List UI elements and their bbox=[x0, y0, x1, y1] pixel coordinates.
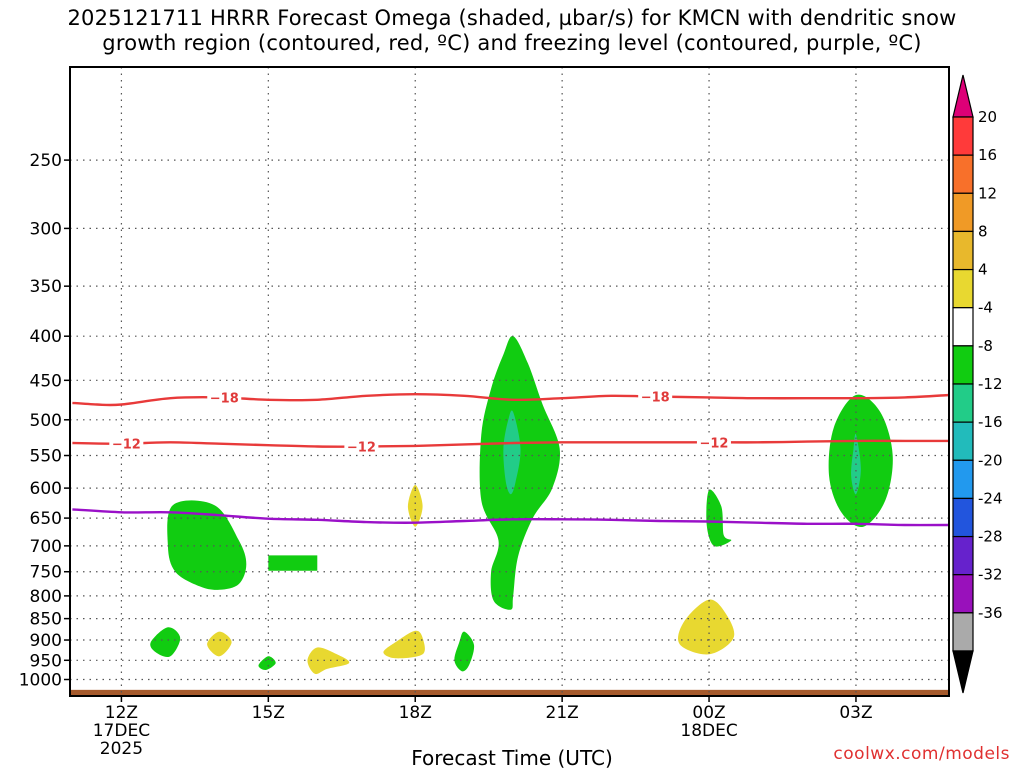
colorbar-label-11: -28 bbox=[978, 528, 1003, 546]
colorbar-swatch-5 bbox=[952, 307, 974, 347]
omega-region-11 bbox=[207, 631, 232, 657]
y-tick-label-500: 500 bbox=[30, 411, 62, 431]
y-tick-label-450: 450 bbox=[30, 371, 62, 391]
y-tick-label-700: 700 bbox=[30, 537, 62, 557]
contour-label-1-2: −12 bbox=[699, 436, 728, 451]
x-tick-label-18-0: 18Z bbox=[399, 703, 432, 723]
y-tick-label-550: 550 bbox=[30, 447, 62, 467]
colorbar-label-3: 8 bbox=[978, 222, 988, 240]
contour-label-1-0: −12 bbox=[112, 438, 141, 453]
colorbar-label-1: 16 bbox=[978, 146, 997, 164]
colorbar-label-7: -12 bbox=[978, 375, 1003, 393]
colorbar-label-13: -36 bbox=[978, 604, 1003, 622]
colorbar-label-0: 20 bbox=[978, 108, 997, 126]
contour-label-0-1: −18 bbox=[641, 391, 670, 406]
omega-region-12 bbox=[307, 647, 350, 675]
colorbar-label-10: -24 bbox=[978, 489, 1003, 507]
colorbar-label-8: -16 bbox=[978, 413, 1003, 431]
y-tick-label-800: 800 bbox=[30, 587, 62, 607]
colorbar-swatch-6 bbox=[952, 345, 974, 385]
omega-region-14 bbox=[678, 599, 735, 655]
contour-label-bg-1-0 bbox=[109, 435, 144, 452]
contour-label-bg-0-1 bbox=[638, 388, 673, 405]
colorbar-swatch-1 bbox=[952, 154, 974, 194]
y-tick-label-650: 650 bbox=[30, 509, 62, 529]
colorbar-swatch-11 bbox=[952, 535, 974, 576]
y-tick-label-600: 600 bbox=[30, 479, 62, 499]
y-tick-label-950: 950 bbox=[30, 651, 62, 671]
isotherm-layer bbox=[72, 392, 950, 527]
x-axis-title: Forecast Time (UTC) bbox=[411, 746, 613, 770]
colorbar-label-2: 12 bbox=[978, 184, 997, 202]
colorbar-label-4: 4 bbox=[978, 261, 988, 279]
colorbar-swatch-9 bbox=[952, 459, 974, 500]
colorbar-swatch-7 bbox=[952, 383, 974, 423]
x-tick-label-12-1: 17DEC bbox=[93, 721, 150, 741]
colorbar-label-9: -20 bbox=[978, 451, 1003, 469]
omega-region-1 bbox=[268, 555, 318, 571]
isotherm-line-0 bbox=[72, 392, 950, 407]
contour-label-layer: −18 −18 −12 −12 −12 bbox=[109, 388, 731, 456]
contour-label-1-1: −12 bbox=[347, 441, 376, 456]
y-tick-label-300: 300 bbox=[30, 219, 62, 239]
x-tick-label-12-0: 12Z bbox=[105, 703, 138, 723]
chart-title: 2025121711 HRRR Forecast Omega (shaded, … bbox=[0, 6, 1024, 56]
y-tick-label-400: 400 bbox=[30, 327, 62, 347]
terrain-layer bbox=[70, 689, 949, 696]
omega-region-7 bbox=[150, 627, 181, 658]
omega-region-0 bbox=[167, 500, 247, 590]
omega-region-10 bbox=[407, 485, 423, 527]
omega-region-8 bbox=[258, 656, 276, 671]
credit-link[interactable]: coolwx.com/models bbox=[833, 744, 1010, 764]
colorbar-label-6: -8 bbox=[978, 337, 993, 355]
y-tick-label-850: 850 bbox=[30, 610, 62, 630]
plot-frame bbox=[69, 66, 950, 697]
colorbar-over-triangle bbox=[952, 74, 974, 118]
contour-label-bg-1-1 bbox=[344, 438, 379, 455]
x-tick-label-15-0: 15Z bbox=[252, 703, 285, 723]
x-tick-label-24-0: 00Z bbox=[692, 703, 725, 723]
colorbar-swatch-8 bbox=[952, 421, 974, 461]
omega-region-5 bbox=[828, 394, 893, 527]
omega-region-4 bbox=[706, 489, 732, 547]
omega-region-3 bbox=[503, 410, 521, 495]
colorbar-swatch-4 bbox=[952, 268, 974, 309]
colorbar-swatch-13 bbox=[952, 612, 974, 652]
y-axis: 2503003504004505005506006507007508008509… bbox=[19, 151, 70, 691]
contour-label-bg-1-2 bbox=[696, 434, 731, 451]
y-tick-label-1000: 1000 bbox=[19, 671, 62, 691]
omega-region-9 bbox=[454, 631, 475, 672]
isotherm-line-1 bbox=[72, 439, 949, 448]
omega-region-13 bbox=[383, 630, 425, 659]
colorbar-swatch-10 bbox=[952, 497, 974, 538]
grid-layer bbox=[70, 67, 949, 696]
chart-title-line2: growth region (contoured, red, ºC) and f… bbox=[102, 31, 922, 55]
terrain-band bbox=[70, 689, 949, 696]
x-tick-label-24-1: 18DEC bbox=[680, 721, 737, 741]
isotherm-line-2 bbox=[72, 508, 950, 527]
x-tick-label-21-0: 21Z bbox=[546, 703, 579, 723]
contour-label-0-0: −18 bbox=[210, 392, 239, 407]
colorbar-label-5: -4 bbox=[978, 299, 993, 317]
colorbar-swatch-0 bbox=[952, 116, 974, 156]
colorbar: 20 16 12 8 4 -4 -8 -12 -16 -20 -24 -28 -32 -36 bbox=[952, 74, 1003, 694]
y-tick-label-900: 900 bbox=[30, 631, 62, 651]
colorbar-swatch-12 bbox=[952, 574, 974, 614]
y-tick-label-750: 750 bbox=[30, 563, 62, 583]
omega-shading-layer bbox=[150, 336, 893, 675]
chart-title-line1: 2025121711 HRRR Forecast Omega (shaded, … bbox=[67, 6, 957, 30]
colorbar-label-12: -32 bbox=[978, 566, 1003, 584]
contour-label-bg-0-0 bbox=[207, 389, 242, 406]
x-tick-label-27-0: 03Z bbox=[839, 703, 872, 723]
x-tick-label-12-2: 2025 bbox=[100, 739, 143, 759]
colorbar-under-triangle bbox=[952, 650, 974, 694]
colorbar-swatch-3 bbox=[952, 230, 974, 271]
omega-region-2 bbox=[479, 336, 561, 610]
y-tick-label-350: 350 bbox=[30, 277, 62, 297]
y-tick-label-250: 250 bbox=[30, 151, 62, 171]
colorbar-swatch-2 bbox=[952, 192, 974, 233]
